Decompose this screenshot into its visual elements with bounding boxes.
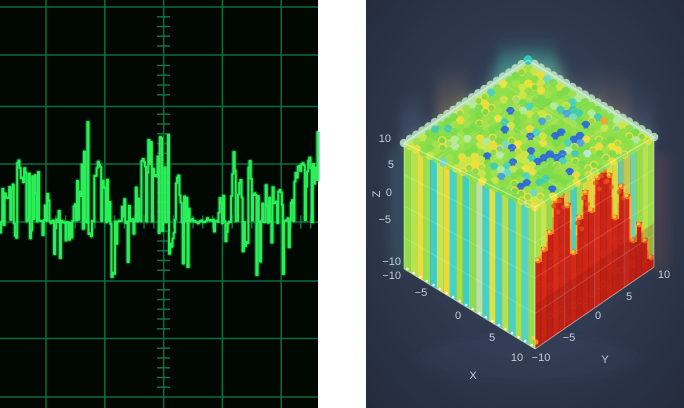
svg-text:0: 0 (595, 310, 601, 322)
svg-text:10: 10 (658, 269, 670, 281)
svg-text:Y: Y (601, 354, 609, 366)
svg-text:0: 0 (386, 187, 392, 199)
svg-text:5: 5 (626, 291, 632, 303)
svg-text:−5: −5 (378, 214, 391, 226)
svg-text:10: 10 (379, 133, 391, 145)
svg-text:5: 5 (489, 332, 495, 344)
svg-text:X: X (469, 370, 477, 382)
svg-text:−10: −10 (382, 270, 401, 282)
svg-text:−10: −10 (532, 352, 551, 364)
svg-text:5: 5 (388, 159, 394, 171)
svg-text:−5: −5 (563, 332, 576, 344)
svg-text:−10: −10 (382, 256, 401, 268)
svg-text:−5: −5 (415, 287, 428, 299)
svg-text:Z: Z (371, 190, 383, 197)
svg-text:10: 10 (511, 352, 523, 364)
svg-text:0: 0 (455, 310, 461, 322)
